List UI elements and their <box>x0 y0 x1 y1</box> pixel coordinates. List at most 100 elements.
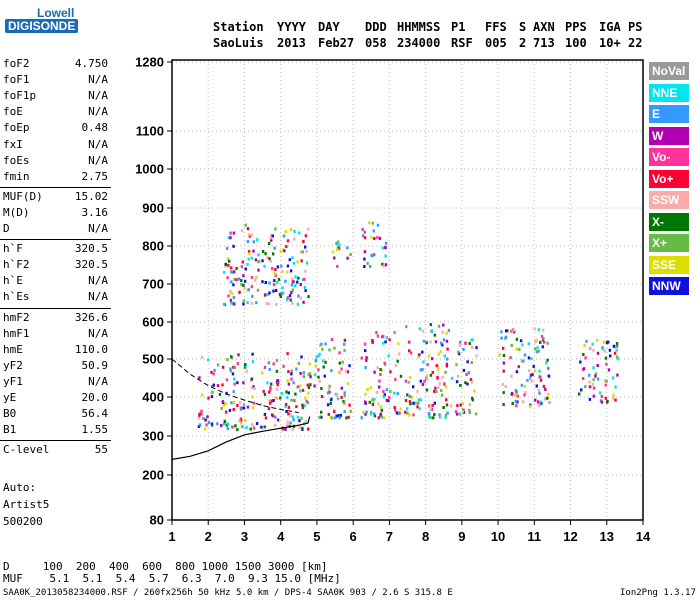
echo-point <box>232 425 235 429</box>
echo-point <box>445 331 448 335</box>
echo-point <box>405 325 408 329</box>
echo-point <box>404 410 407 414</box>
echo-point <box>534 340 537 344</box>
echo-point <box>598 391 602 395</box>
echo-point <box>534 369 537 373</box>
echo-point <box>442 406 445 409</box>
echo-point <box>383 393 386 397</box>
echo-point <box>526 378 529 382</box>
echo-point <box>372 253 376 257</box>
echo-point <box>473 389 476 393</box>
echo-point <box>520 359 524 363</box>
echo-point <box>250 276 254 279</box>
echo-point <box>385 241 388 245</box>
echo-point <box>210 370 213 374</box>
echo-point <box>440 389 443 392</box>
header-label: HHMMSS <box>397 20 441 34</box>
echo-point <box>430 329 434 333</box>
echo-point <box>303 277 306 281</box>
echo-point <box>230 266 233 270</box>
echo-point <box>446 347 449 351</box>
echo-point <box>382 390 385 394</box>
echo-point <box>363 265 366 268</box>
echo-point <box>337 246 341 250</box>
echo-point <box>502 354 506 357</box>
legend-item: SSE <box>649 255 689 274</box>
echo-point <box>224 264 227 268</box>
echo-point <box>231 425 234 429</box>
x-tick-label: 6 <box>350 529 357 544</box>
echo-point <box>296 260 299 264</box>
echo-point <box>361 234 365 238</box>
echo-point <box>206 415 209 419</box>
echo-point <box>255 422 259 425</box>
echo-point <box>266 293 270 296</box>
echo-point <box>270 238 273 242</box>
echo-point <box>470 361 473 365</box>
echo-point <box>592 348 595 352</box>
echo-point <box>382 416 385 420</box>
param-value: N/A <box>88 105 108 119</box>
echo-point <box>281 270 284 273</box>
echo-point <box>450 376 454 380</box>
echo-point <box>532 364 535 368</box>
echo-point <box>324 360 327 364</box>
header-value: 100 <box>565 36 587 50</box>
echo-point <box>341 360 344 364</box>
echo-point <box>322 365 325 369</box>
echo-point <box>216 384 220 388</box>
echo-point <box>251 423 254 427</box>
echo-point <box>242 381 245 385</box>
echo-point <box>616 373 619 377</box>
echo-point <box>291 427 295 431</box>
echo-point <box>343 401 346 405</box>
header-label: FFS <box>485 20 507 34</box>
echo-point <box>578 392 581 396</box>
echo-point <box>458 343 462 347</box>
param-value: 56.4 <box>81 407 109 421</box>
echo-point <box>298 425 301 429</box>
echo-point <box>459 340 462 344</box>
echo-point <box>284 402 288 406</box>
echo-point <box>365 356 368 360</box>
echo-point <box>406 411 409 415</box>
echo-point <box>318 415 321 419</box>
echo-point <box>207 396 210 400</box>
echo-point <box>313 373 317 377</box>
dashed-curve <box>171 358 299 414</box>
echo-point <box>338 351 341 355</box>
echo-point <box>313 384 316 388</box>
legend-item: Vo- <box>649 148 689 166</box>
echo-point <box>245 426 248 429</box>
echo-point <box>306 383 309 387</box>
echo-point <box>286 420 289 424</box>
echo-point <box>307 391 310 395</box>
header-value: 2013 <box>277 36 306 50</box>
param-row: foE N/A <box>3 105 108 121</box>
echo-point <box>418 353 421 357</box>
echo-point <box>318 379 321 383</box>
param-row: M(D) 3.16 <box>3 206 108 222</box>
echo-point <box>533 327 536 331</box>
echo-point <box>588 385 592 389</box>
echo-point <box>457 374 460 378</box>
echo-point <box>298 419 301 423</box>
legend-item: W <box>649 126 689 145</box>
echo-point <box>475 354 478 358</box>
x-tick-label: 13 <box>600 529 614 544</box>
echo-point <box>345 416 348 420</box>
x-tick-label: 12 <box>563 529 577 544</box>
echo-point <box>261 371 264 375</box>
echo-point <box>379 368 382 371</box>
param-row: yE 20.0 <box>3 391 108 407</box>
echo-point <box>299 283 302 286</box>
echo-point <box>238 277 241 281</box>
echo-point <box>371 339 374 342</box>
echo-point <box>292 261 296 265</box>
echo-point <box>433 401 436 405</box>
echo-point <box>269 236 272 240</box>
echo-point <box>388 395 391 399</box>
echo-point <box>395 411 399 415</box>
echo-point <box>272 289 275 293</box>
echo-point <box>253 387 256 390</box>
